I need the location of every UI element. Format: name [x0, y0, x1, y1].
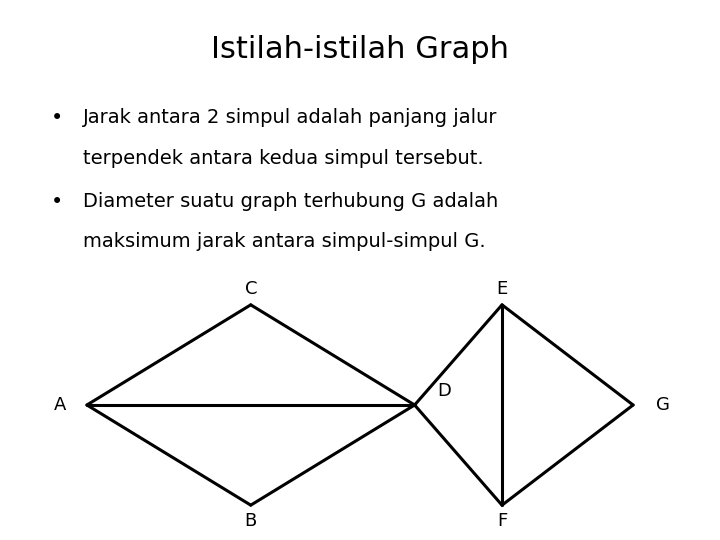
Text: •: • [50, 108, 63, 128]
Text: Jarak antara 2 simpul adalah panjang jalur: Jarak antara 2 simpul adalah panjang jal… [83, 108, 498, 127]
Text: maksimum jarak antara simpul-simpul G.: maksimum jarak antara simpul-simpul G. [83, 232, 485, 251]
Text: •: • [50, 192, 63, 212]
Text: terpendek antara kedua simpul tersebut.: terpendek antara kedua simpul tersebut. [83, 148, 483, 167]
Text: Istilah-istilah Graph: Istilah-istilah Graph [211, 35, 509, 64]
Text: Diameter suatu graph terhubung G adalah: Diameter suatu graph terhubung G adalah [83, 192, 498, 211]
